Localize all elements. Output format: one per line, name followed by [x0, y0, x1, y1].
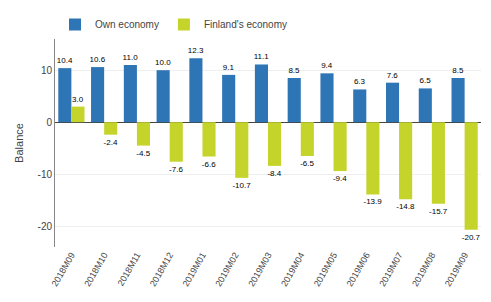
- svg-text:9.4: 9.4: [321, 61, 333, 70]
- svg-text:10.4: 10.4: [57, 56, 73, 65]
- svg-text:6.3: 6.3: [354, 77, 366, 86]
- svg-text:2019M03: 2019M03: [246, 251, 273, 289]
- svg-text:2019M09: 2019M09: [443, 251, 470, 289]
- svg-text:-20.7: -20.7: [462, 233, 481, 242]
- svg-text:2018M12: 2018M12: [148, 251, 175, 289]
- svg-text:2019M07: 2019M07: [377, 251, 404, 289]
- svg-text:10.6: 10.6: [90, 55, 106, 64]
- svg-text:3.0: 3.0: [72, 95, 84, 104]
- svg-text:-7.6: -7.6: [169, 165, 183, 174]
- svg-text:0: 0: [46, 117, 52, 128]
- svg-text:8.5: 8.5: [452, 66, 464, 75]
- svg-text:2019M01: 2019M01: [181, 251, 208, 289]
- svg-text:10: 10: [41, 65, 53, 76]
- svg-text:-6.5: -6.5: [300, 159, 314, 168]
- svg-text:10.0: 10.0: [155, 58, 171, 67]
- svg-text:Own economy: Own economy: [95, 19, 159, 30]
- svg-text:2018M10: 2018M10: [82, 251, 109, 289]
- svg-text:-2.4: -2.4: [104, 138, 118, 147]
- svg-text:2019M08: 2019M08: [410, 251, 437, 289]
- svg-text:-9.4: -9.4: [333, 174, 347, 183]
- svg-text:-10.7: -10.7: [232, 181, 251, 190]
- svg-text:11.0: 11.0: [123, 53, 139, 62]
- svg-text:-10: -10: [38, 169, 53, 180]
- svg-text:2019M02: 2019M02: [213, 251, 240, 289]
- svg-text:-6.6: -6.6: [202, 160, 216, 169]
- svg-text:7.6: 7.6: [387, 71, 399, 80]
- svg-text:2019M06: 2019M06: [345, 251, 372, 289]
- svg-text:Balance: Balance: [13, 123, 25, 163]
- svg-text:-8.4: -8.4: [267, 169, 281, 178]
- svg-text:Finland's economy: Finland's economy: [204, 19, 287, 30]
- svg-text:-15.7: -15.7: [429, 207, 448, 216]
- svg-text:12.3: 12.3: [188, 46, 204, 55]
- svg-text:-13.9: -13.9: [363, 197, 382, 206]
- svg-text:2019M05: 2019M05: [312, 251, 339, 289]
- svg-text:2019M04: 2019M04: [279, 251, 306, 289]
- svg-text:11.1: 11.1: [254, 52, 270, 61]
- svg-text:9.1: 9.1: [223, 63, 235, 72]
- svg-text:-4.5: -4.5: [136, 149, 150, 158]
- svg-text:2018M11: 2018M11: [115, 251, 142, 288]
- svg-text:6.5: 6.5: [419, 76, 431, 85]
- svg-text:-20: -20: [38, 221, 53, 232]
- svg-text:8.5: 8.5: [288, 66, 300, 75]
- svg-text:-14.8: -14.8: [396, 202, 415, 211]
- svg-text:2018M09: 2018M09: [50, 251, 77, 289]
